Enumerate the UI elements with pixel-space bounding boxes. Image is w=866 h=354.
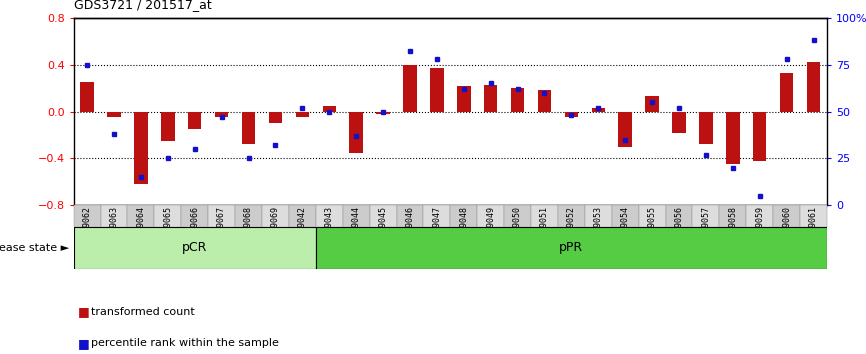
Bar	[397, 205, 423, 227]
Bar	[591, 108, 605, 112]
Bar	[538, 90, 552, 112]
Bar	[316, 227, 827, 269]
Text: ■: ■	[78, 337, 90, 350]
Bar	[215, 112, 229, 118]
Bar	[377, 112, 390, 114]
Text: GSM559042: GSM559042	[298, 206, 307, 251]
Bar	[74, 205, 100, 227]
Text: GSM559061: GSM559061	[809, 206, 818, 251]
Bar	[807, 62, 820, 112]
Bar	[100, 205, 127, 227]
Bar	[450, 205, 477, 227]
Bar	[484, 85, 497, 112]
Text: GSM559053: GSM559053	[594, 206, 603, 251]
Text: GSM559057: GSM559057	[701, 206, 710, 251]
Bar	[370, 205, 397, 227]
Text: GSM559047: GSM559047	[432, 206, 442, 251]
Bar	[154, 205, 181, 227]
Bar	[618, 112, 632, 147]
Bar	[74, 227, 316, 269]
Text: disease state ►: disease state ►	[0, 243, 69, 253]
Text: GDS3721 / 201517_at: GDS3721 / 201517_at	[74, 0, 211, 11]
Text: GSM559046: GSM559046	[405, 206, 415, 251]
Text: GSM559049: GSM559049	[486, 206, 495, 251]
Text: GSM559044: GSM559044	[352, 206, 360, 251]
Bar	[316, 205, 343, 227]
Bar	[268, 112, 282, 123]
Bar	[511, 88, 524, 112]
Bar	[208, 205, 235, 227]
Bar	[531, 205, 558, 227]
Bar	[134, 112, 147, 184]
Bar	[242, 112, 255, 144]
Bar	[666, 205, 693, 227]
Text: pPR: pPR	[559, 241, 584, 254]
Bar	[295, 112, 309, 118]
Bar	[127, 205, 154, 227]
Bar	[726, 112, 740, 164]
Text: GSM559043: GSM559043	[325, 206, 333, 251]
Text: GSM559050: GSM559050	[513, 206, 522, 251]
Bar	[188, 112, 202, 129]
Bar	[585, 205, 611, 227]
Text: GSM559052: GSM559052	[567, 206, 576, 251]
Text: GSM559068: GSM559068	[244, 206, 253, 251]
Bar	[753, 112, 766, 161]
Text: GSM559054: GSM559054	[621, 206, 630, 251]
Text: GSM559063: GSM559063	[109, 206, 119, 251]
Bar	[343, 205, 370, 227]
Bar	[404, 65, 417, 112]
Bar	[699, 112, 713, 144]
Bar	[558, 205, 585, 227]
Bar	[720, 205, 746, 227]
Text: GSM559051: GSM559051	[540, 206, 549, 251]
Text: GSM559066: GSM559066	[191, 206, 199, 251]
Bar	[693, 205, 720, 227]
Text: transformed count: transformed count	[91, 307, 195, 316]
Text: ■: ■	[78, 305, 90, 318]
Bar	[262, 205, 289, 227]
Text: GSM559064: GSM559064	[136, 206, 145, 251]
Bar	[746, 205, 773, 227]
Bar	[289, 205, 316, 227]
Bar	[611, 205, 638, 227]
Text: GSM559062: GSM559062	[82, 206, 92, 251]
Bar	[457, 86, 470, 112]
Bar	[322, 105, 336, 112]
Bar	[423, 205, 450, 227]
Text: GSM559045: GSM559045	[378, 206, 388, 251]
Bar	[477, 205, 504, 227]
Text: GSM559048: GSM559048	[459, 206, 469, 251]
Bar	[81, 82, 94, 112]
Text: GSM559056: GSM559056	[675, 206, 683, 251]
Bar	[504, 205, 531, 227]
Text: GSM559065: GSM559065	[164, 206, 172, 251]
Bar	[638, 205, 666, 227]
Bar	[430, 68, 443, 112]
Text: pCR: pCR	[182, 241, 207, 254]
Text: percentile rank within the sample: percentile rank within the sample	[91, 338, 279, 348]
Bar	[645, 96, 659, 112]
Text: GSM559067: GSM559067	[217, 206, 226, 251]
Text: GSM559059: GSM559059	[755, 206, 765, 251]
Bar	[161, 112, 175, 141]
Bar	[780, 73, 793, 112]
Text: GSM559069: GSM559069	[271, 206, 280, 251]
Text: GSM559058: GSM559058	[728, 206, 737, 251]
Bar	[672, 112, 686, 133]
Bar	[181, 205, 208, 227]
Bar	[235, 205, 262, 227]
Bar	[800, 205, 827, 227]
Bar	[107, 112, 120, 118]
Bar	[773, 205, 800, 227]
Text: GSM559055: GSM559055	[648, 206, 656, 251]
Bar	[565, 112, 578, 118]
Text: GSM559060: GSM559060	[782, 206, 792, 251]
Bar	[349, 112, 363, 153]
